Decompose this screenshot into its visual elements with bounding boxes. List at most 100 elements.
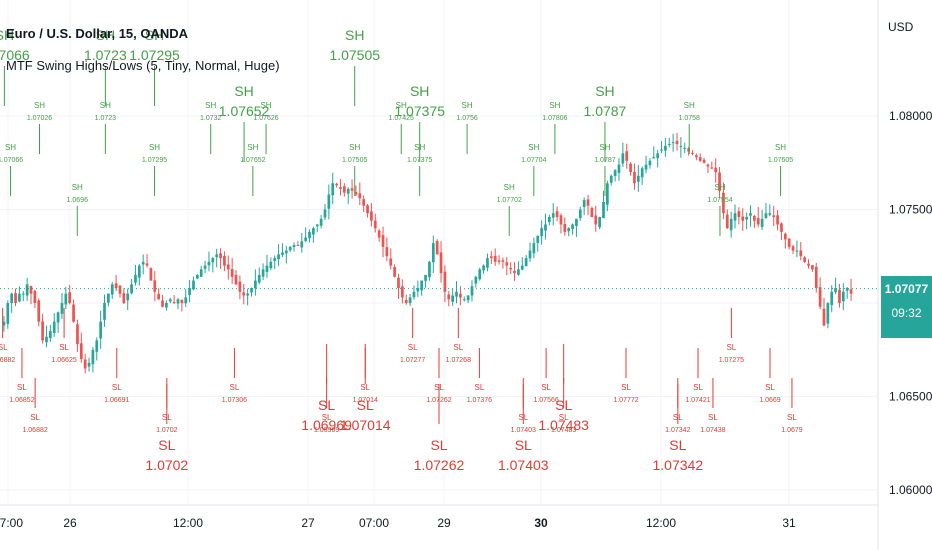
bar-countdown: 09:32: [891, 306, 922, 320]
candle-body: [350, 188, 354, 191]
candle-body: [745, 216, 748, 220]
x-tick-label: 07:00: [359, 516, 389, 530]
swing-high-value: 1.07026: [27, 115, 52, 122]
candle-body: [513, 270, 516, 274]
candle-body: [760, 218, 764, 227]
candle-body: [768, 213, 772, 215]
candle-body: [528, 250, 532, 259]
swing-high-value: 1.0756: [456, 115, 478, 122]
candle-body: [381, 235, 385, 247]
candle-body: [180, 299, 184, 303]
swing-high-label: SH: [260, 101, 271, 110]
candle-body: [509, 267, 513, 270]
candle-body: [807, 263, 810, 266]
swing-low-value: 1.07306: [222, 397, 247, 404]
swing-low-label: SL: [30, 413, 40, 422]
swing-high-label: SH: [349, 143, 360, 152]
swing-high-label: SH: [599, 143, 610, 152]
swing-high-value: 1.07806: [542, 115, 567, 122]
swing-low-value: 1.07403: [498, 457, 549, 473]
candle-body: [826, 303, 830, 324]
swing-high-value: 1.0696: [67, 197, 89, 204]
candle-body: [462, 299, 466, 301]
candle-body: [308, 231, 311, 239]
swing-low-label: SL: [541, 383, 551, 392]
candle-body: [319, 218, 323, 226]
swing-low-value: 1.07262: [414, 457, 465, 473]
candle-body: [107, 293, 110, 303]
candle-body: [373, 220, 377, 229]
candle-body: [203, 265, 207, 269]
candle-body: [718, 172, 721, 191]
candle-body: [168, 299, 172, 302]
candle-body: [95, 340, 99, 352]
swing-high-label: SH: [396, 101, 407, 110]
swing-low-value: 1.0702: [145, 457, 188, 473]
swing-high-value: 1.0732: [200, 115, 222, 122]
swing-high-label: SH: [775, 143, 786, 152]
candle-body: [555, 211, 559, 217]
candle-body: [586, 199, 590, 206]
candle-body: [838, 289, 841, 303]
candle-body: [242, 292, 246, 296]
swing-low-label: SL: [621, 383, 631, 392]
swing-high-value: 1.0723: [84, 47, 127, 63]
candle-body: [787, 238, 791, 247]
candle-body: [834, 288, 837, 293]
candle-body: [21, 293, 25, 295]
candle-body: [300, 241, 304, 248]
candle-body: [2, 321, 6, 326]
candle-body: [91, 349, 95, 365]
swing-high-value: 1.07702: [497, 197, 522, 204]
swing-high-value: 1.0787: [594, 157, 616, 164]
candle-body: [226, 264, 230, 270]
swing-low-value: 1.07342: [665, 427, 690, 434]
candle-body: [192, 280, 195, 290]
swing-high-label: SH: [345, 27, 364, 43]
candle-body: [149, 268, 153, 281]
candle-body: [72, 304, 75, 322]
candle-body: [41, 321, 44, 341]
candle-body: [281, 252, 284, 255]
candle-body: [636, 175, 640, 182]
candle-body: [633, 172, 636, 184]
candle-body: [722, 192, 725, 214]
swing-low-value: 1.06625: [51, 357, 76, 364]
swing-high-label: SH: [414, 143, 425, 152]
candle-body: [609, 175, 613, 183]
candle-body: [362, 199, 366, 206]
candle-body: [571, 224, 574, 229]
chart-title: Euro / U.S. Dollar, 15, OANDA: [6, 26, 189, 41]
swing-low-label: SL: [430, 437, 447, 453]
swing-low-label: SL: [555, 397, 572, 413]
candle-body: [482, 265, 485, 271]
currency-label: USD: [888, 20, 914, 34]
candle-body: [118, 285, 122, 294]
candle-body: [470, 286, 474, 296]
candle-body: [710, 167, 714, 169]
swing-low-value: 1.06852: [9, 397, 34, 404]
candle-body: [172, 302, 176, 304]
swing-high-value: 1.07295: [129, 47, 180, 63]
candle-body: [431, 243, 435, 263]
x-tick-label: 29: [437, 516, 451, 530]
candle-body: [238, 281, 242, 292]
candle-body: [466, 295, 470, 301]
swing-high-label: SH: [714, 183, 725, 192]
candle-body: [741, 216, 745, 221]
indicator-label[interactable]: MTF Swing Highs/Lows (5, Tiny, Normal, H…: [6, 58, 280, 73]
candle-body: [776, 215, 779, 225]
candle-body: [822, 308, 826, 326]
candle-body: [687, 148, 690, 152]
candle-body: [342, 186, 346, 193]
swing-low-label: SL: [0, 343, 8, 352]
swing-high-value: 1.07066: [0, 47, 30, 63]
candle-body: [451, 295, 454, 302]
candle-body: [393, 267, 396, 277]
candle-body: [578, 209, 582, 219]
candle-body: [551, 213, 555, 218]
swing-high-label: SH: [205, 101, 216, 110]
swing-high-value: 1.07505: [329, 47, 380, 63]
candle-body: [126, 293, 130, 301]
